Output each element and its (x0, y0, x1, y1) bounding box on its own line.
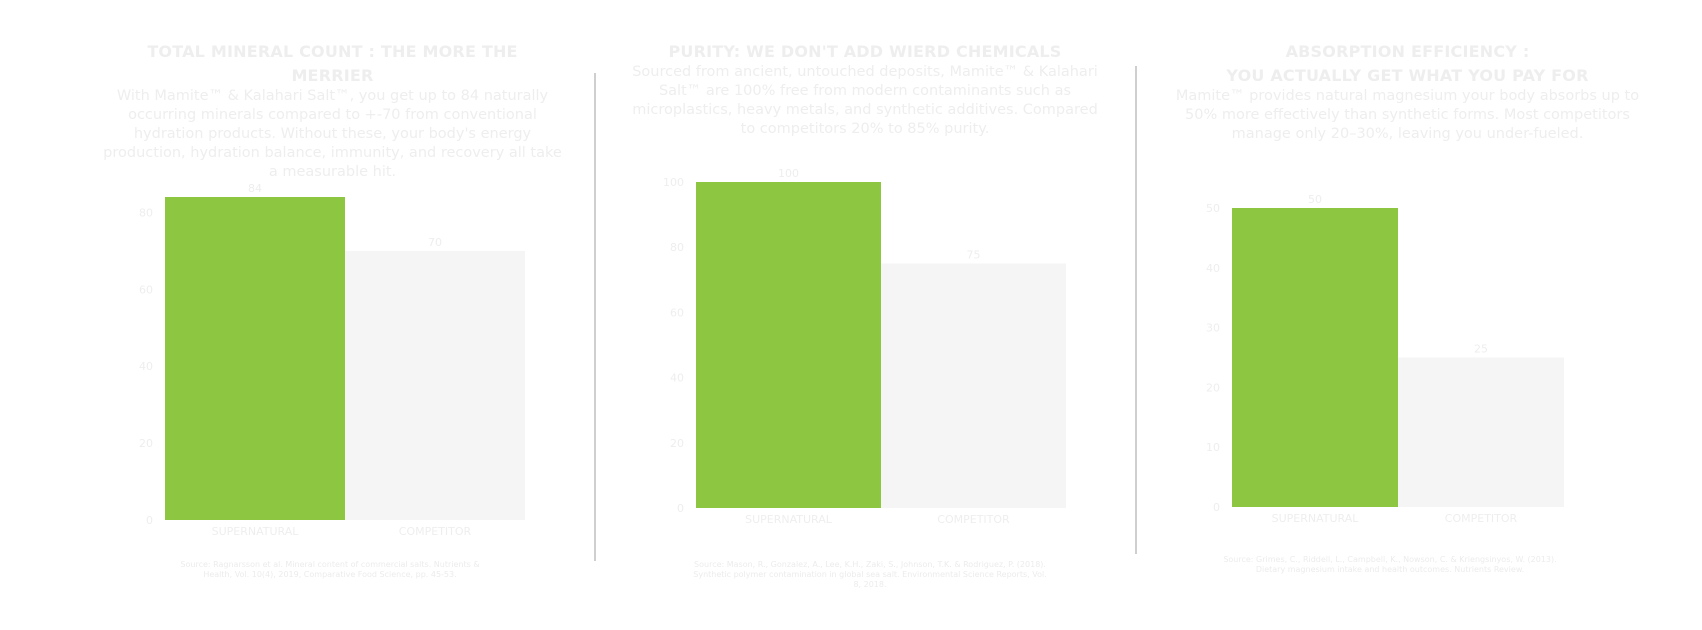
y-tick-label: 20 (139, 437, 153, 450)
bar-competitor (881, 263, 1066, 508)
y-tick-label: 80 (139, 206, 153, 219)
panel-title-line-1: TOTAL MINERAL COUNT : THE MORE THE (147, 42, 518, 61)
y-tick-label: 40 (139, 360, 153, 373)
bar-value-label: 70 (428, 236, 442, 249)
bar-chart: 0 20 40 60 80 84 SUPERNATURAL 70 COMPETITOR (139, 182, 525, 538)
panel-title-line-2: MERRIER (291, 66, 374, 85)
y-tick-label: 60 (139, 283, 153, 296)
divider-2 (1135, 66, 1137, 554)
y-tick-label: 30 (1206, 322, 1220, 335)
y-tick-label: 0 (1213, 501, 1220, 514)
bar-value-label: 75 (967, 249, 981, 262)
y-tick-label: 60 (670, 306, 684, 319)
bar-value-label: 84 (248, 182, 262, 195)
y-tick-label: 50 (1206, 202, 1220, 215)
panel-purity: PURITY: WE DON'T ADD WIERD CHEMICALS Sou… (615, 0, 1115, 630)
panel-title: ABSORPTION EFFICIENCY : YOU ACTUALLY GET… (1155, 40, 1660, 88)
panel-title: TOTAL MINERAL COUNT : THE MORE THE MERRI… (80, 40, 585, 88)
y-tick-label: 40 (1206, 262, 1220, 275)
bar-value-label: 25 (1474, 343, 1488, 356)
x-category-label: SUPERNATURAL (212, 525, 300, 538)
panel-description-text: With Mamite™ & Kalahari Salt™, you get u… (103, 88, 562, 180)
panel-mineral-count: TOTAL MINERAL COUNT : THE MORE THE MERRI… (80, 0, 585, 630)
bar-chart: 0 10 20 30 40 50 50 SUPERNATURAL 25 COMPETITOR (1206, 193, 1564, 525)
y-tick-label: 100 (663, 176, 684, 189)
y-tick-label: 0 (677, 502, 684, 515)
panel-description: Mamite™ provides natural magnesium your … (1167, 87, 1648, 144)
panel-title-line-1: ABSORPTION EFFICIENCY : (1285, 42, 1530, 61)
bar-chart: 0 20 40 60 80 100 100 SUPERNATURAL 75 COMPETITOR (663, 167, 1066, 526)
panel-title-line-2: YOU ACTUALLY GET WHAT YOU PAY FOR (1226, 66, 1589, 85)
source-citation: Source: Ragnarsson et al. Mineral conten… (180, 560, 480, 579)
x-category-label: SUPERNATURAL (1272, 512, 1360, 525)
panel-absorption: ABSORPTION EFFICIENCY : YOU ACTUALLY GET… (1155, 0, 1660, 630)
x-category-label: COMPETITOR (937, 513, 1010, 526)
bar-competitor (1398, 357, 1564, 507)
y-tick-label: 40 (670, 372, 684, 385)
y-tick-label: 0 (146, 514, 153, 527)
source-citation: Source: Mason, R., Gonzalez, A., Lee, K.… (693, 560, 1047, 589)
bar-supernatural (165, 197, 345, 520)
x-category-label: SUPERNATURAL (745, 513, 833, 526)
panel-description-text: Sourced from ancient, untouched deposits… (632, 64, 1098, 137)
panel-title: PURITY: WE DON'T ADD WIERD CHEMICALS (615, 40, 1115, 64)
x-category-label: COMPETITOR (1445, 512, 1518, 525)
bar-competitor (345, 250, 525, 521)
bar-supernatural (696, 182, 881, 508)
bar-value-label: 50 (1308, 193, 1322, 206)
y-tick-label: 80 (670, 241, 684, 254)
bar-supernatural (1232, 208, 1398, 507)
panel-description: Sourced from ancient, untouched deposits… (625, 63, 1105, 139)
x-category-label: COMPETITOR (399, 525, 472, 538)
source-citation: Source: Grimes, C., Riddell, L., Campbel… (1223, 555, 1557, 574)
y-tick-label: 20 (670, 437, 684, 450)
panel-title-line-1: PURITY: WE DON'T ADD WIERD CHEMICALS (668, 42, 1062, 61)
bar-value-label: 100 (778, 167, 799, 180)
panel-description-text: Mamite™ provides natural magnesium your … (1175, 88, 1640, 142)
panel-description: With Mamite™ & Kalahari Salt™, you get u… (98, 87, 567, 182)
divider-1 (594, 73, 596, 561)
y-tick-label: 10 (1206, 441, 1220, 454)
y-tick-label: 20 (1206, 381, 1220, 394)
